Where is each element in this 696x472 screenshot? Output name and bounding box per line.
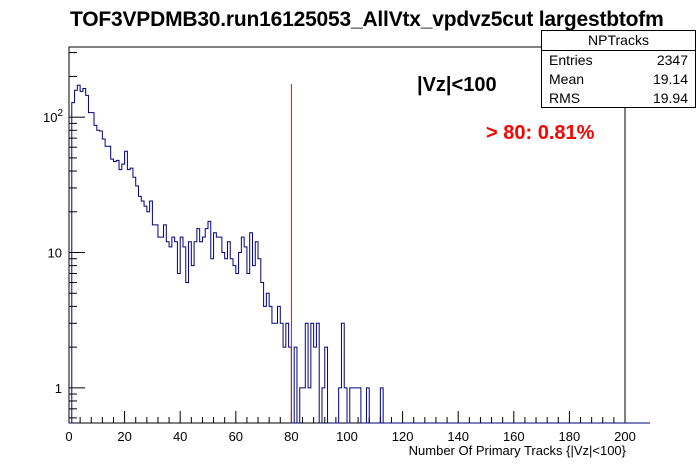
x-tick-label: 80 bbox=[284, 429, 298, 444]
x-tick-label: 0 bbox=[65, 429, 72, 444]
y-axis: 1 10 102 bbox=[43, 52, 85, 419]
x-tick-label: 100 bbox=[336, 429, 358, 444]
vz-cut-label: |Vz|<100 bbox=[417, 74, 497, 96]
y-tick-label: 10 bbox=[48, 246, 62, 261]
x-tick-label: 200 bbox=[614, 429, 636, 444]
stats-entries-value: 2347 bbox=[656, 52, 688, 68]
y-tick-label: 102 bbox=[43, 108, 63, 125]
stats-rms-label: RMS bbox=[549, 90, 581, 106]
stats-mean-label: Mean bbox=[549, 71, 585, 87]
x-axis-label: Number Of Primary Tracks {|Vz|<100} bbox=[408, 443, 626, 458]
fraction-label: > 80: 0.81% bbox=[486, 122, 595, 144]
x-tick-label: 180 bbox=[559, 429, 581, 444]
x-tick-label: 120 bbox=[392, 429, 414, 444]
stats-mean-row: Mean 19.14 bbox=[542, 70, 695, 89]
x-tick-label: 60 bbox=[229, 429, 243, 444]
x-axis: 0 20 40 60 80 100 120 140 160 180 200 bbox=[65, 411, 636, 444]
stats-entries-row: Entries 2347 bbox=[542, 51, 695, 70]
chart-title: TOF3VPDMB30.run16125053_AllVtx_vpdvz5cut… bbox=[70, 8, 664, 31]
histogram-series bbox=[69, 84, 651, 424]
x-tick-label: 40 bbox=[173, 429, 187, 444]
y-tick-label: 1 bbox=[55, 381, 62, 396]
stats-box: NPTracks Entries 2347 Mean 19.14 RMS 19.… bbox=[541, 30, 696, 108]
stats-rms-row: RMS 19.94 bbox=[542, 89, 695, 108]
stats-rms-value: 19.94 bbox=[652, 90, 688, 106]
x-tick-label: 20 bbox=[117, 429, 131, 444]
stats-mean-value: 19.14 bbox=[652, 71, 688, 87]
x-tick-label: 140 bbox=[447, 429, 469, 444]
stats-name: NPTracks bbox=[542, 31, 695, 51]
stats-entries-label: Entries bbox=[549, 52, 593, 68]
x-tick-label: 160 bbox=[503, 429, 525, 444]
